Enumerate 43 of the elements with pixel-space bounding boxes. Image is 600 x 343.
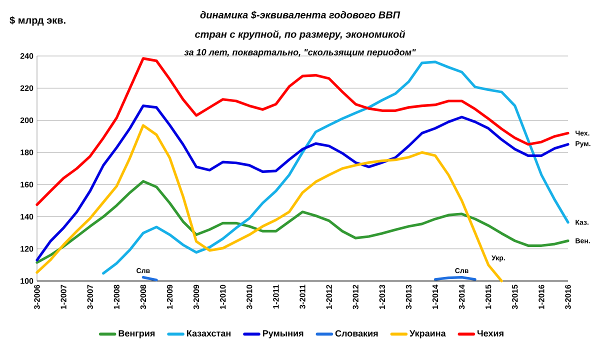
y-tick-label: 180: [20, 150, 34, 156]
x-tick-label: 3-2007: [87, 284, 93, 310]
annotation: за 10 лет, поквартально, "скользящим периодом": [184, 48, 416, 58]
x-tick-label: 3-2016: [565, 284, 571, 310]
line-series: [36, 104, 570, 262]
line-series: [36, 124, 503, 282]
legend-label: Венгрия: [118, 330, 155, 338]
legend-label: Румыния: [262, 330, 304, 338]
x-tick-label: 1-2010: [220, 284, 226, 309]
line-series: [36, 180, 570, 264]
x-tick-label: 1-2012: [326, 284, 332, 309]
x-tick-label: 3-2013: [406, 284, 412, 310]
x-tick-label: 1-2007: [60, 284, 66, 309]
x-tick-label: 1-2009: [166, 284, 173, 309]
x-tick-label: 1-2013: [379, 284, 385, 309]
legend-label: Словакия: [335, 330, 378, 337]
y-tick-label: 120: [20, 246, 34, 252]
x-tick-label: 1-2014: [432, 284, 438, 309]
x-tick-label: 3-2006: [34, 284, 40, 310]
line-series: [102, 60, 570, 275]
x-tick-label: 3-2008: [140, 284, 146, 310]
chart-title: динамика $-эквивалента годового ВВП: [200, 10, 400, 20]
y-tick-label: 100: [20, 278, 34, 284]
y-tick-label: 240: [20, 53, 34, 59]
legend-label: Украина: [410, 330, 446, 338]
legend-label: Казахстан: [187, 330, 230, 337]
x-tick-label: 3-2014: [458, 284, 465, 310]
x-tick-label: 1-2015: [486, 284, 492, 309]
y-tick-label: 140: [20, 214, 34, 220]
legend-label: Чехия: [478, 330, 504, 337]
x-tick-label: 3-2010: [246, 284, 252, 310]
x-tick-label: 1-2008: [114, 284, 120, 309]
x-tick-label: 3-2009: [193, 284, 200, 310]
x-tick-label: 1-2016: [538, 284, 544, 309]
x-tick-label: 3-2011: [300, 284, 306, 309]
x-tick-label: 1-2011: [273, 284, 279, 308]
x-tick-label: 3-2012: [352, 284, 358, 310]
y-tick-label: 160: [20, 182, 34, 188]
y-axis-title: $ млрд экв.: [10, 16, 66, 26]
chart-subtitle: стран с крупной, по размеру, экономикой: [195, 30, 406, 40]
y-tick-label: 220: [20, 85, 34, 91]
x-tick-label: 3-2015: [512, 284, 518, 310]
y-tick-label: 200: [20, 117, 34, 124]
